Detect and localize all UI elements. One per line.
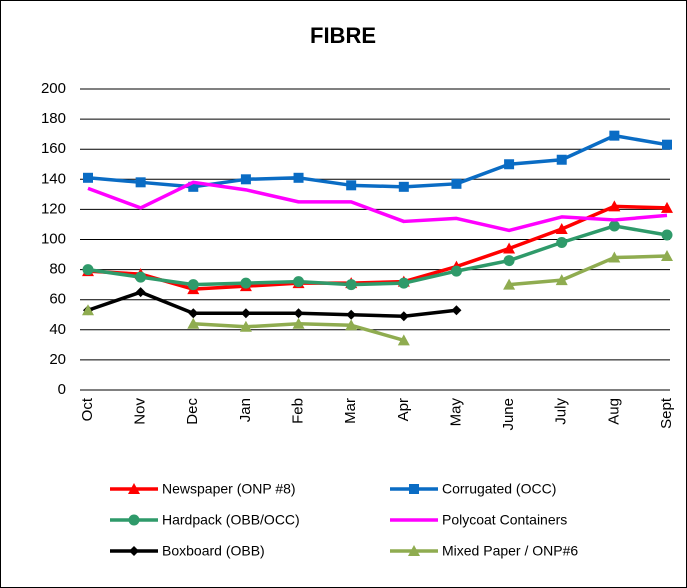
point-marker [398, 181, 409, 192]
point-marker [451, 305, 462, 316]
point-marker [608, 220, 620, 232]
legend-label: Corrugated (OCC) [442, 481, 556, 497]
point-marker [293, 308, 304, 319]
legend-marker [128, 483, 140, 494]
point-marker [239, 320, 252, 332]
point-marker [609, 130, 620, 141]
point-marker [608, 251, 621, 263]
y-tick-label: 200 [41, 80, 66, 97]
y-tick-label: 80 [49, 261, 66, 278]
point-marker [346, 309, 357, 320]
point-marker [503, 242, 516, 254]
point-marker [662, 139, 672, 150]
point-marker [503, 255, 515, 267]
point-marker [503, 278, 516, 290]
point-marker [346, 180, 357, 191]
y-tick-label: 100 [41, 230, 66, 247]
x-tick-label: June [500, 398, 517, 431]
legend-label: Mixed Paper / ONP#6 [442, 543, 578, 559]
y-tick-label: 60 [49, 291, 66, 308]
x-tick-label: Aug [605, 398, 622, 425]
y-tick-label: 120 [41, 200, 66, 217]
point-marker [292, 317, 305, 329]
legend-label: Polycoat Containers [442, 512, 567, 528]
series-line [87, 180, 668, 233]
series-line [87, 290, 457, 319]
point-marker [345, 319, 358, 331]
point-marker [82, 264, 94, 276]
legend-marker [129, 546, 139, 556]
point-marker [187, 317, 200, 329]
point-marker [556, 237, 568, 249]
point-marker [187, 279, 199, 291]
point-marker [661, 229, 673, 241]
x-tick-label: July [553, 398, 570, 425]
point-marker [450, 265, 462, 277]
point-marker [451, 178, 462, 189]
point-marker [83, 172, 93, 183]
point-marker [240, 174, 251, 185]
point-marker [82, 304, 94, 316]
x-tick-label: Dec [184, 398, 201, 425]
x-tick-label: Sept [658, 397, 675, 429]
legend-label: Newspaper (ONP #8) [162, 481, 296, 497]
point-marker [293, 172, 304, 183]
x-tick-label: May [447, 398, 464, 427]
x-tick-label: Oct [79, 397, 96, 421]
point-marker [398, 277, 410, 289]
point-marker [240, 277, 252, 289]
point-marker [345, 279, 357, 291]
point-marker [293, 276, 305, 288]
legend-marker [409, 484, 419, 494]
point-marker [188, 181, 199, 192]
legend-label: Hardpack (OBB/OCC) [162, 512, 300, 528]
point-marker [661, 201, 673, 213]
point-marker [608, 200, 621, 212]
x-tick-label: Apr [395, 398, 412, 421]
y-tick-label: 40 [49, 321, 66, 338]
point-marker [555, 274, 568, 286]
x-tick-label: Feb [290, 398, 307, 424]
legend-marker [128, 514, 140, 526]
y-tick-label: 180 [41, 110, 66, 127]
series-line [87, 224, 668, 287]
point-marker [397, 334, 410, 346]
x-tick-label: Nov [132, 398, 149, 425]
point-marker [135, 271, 147, 283]
point-marker [188, 308, 199, 319]
point-marker [135, 177, 146, 188]
chart-title: FIBRE [310, 23, 376, 48]
point-marker [661, 250, 673, 262]
point-marker [135, 287, 146, 298]
legend-label: Boxboard (OBB) [162, 543, 265, 559]
x-tick-label: Mar [342, 398, 359, 424]
point-marker [504, 159, 515, 170]
point-marker [556, 154, 567, 165]
point-marker [555, 222, 568, 234]
y-tick-label: 0 [58, 381, 66, 398]
legend-marker [408, 545, 420, 556]
x-tick-label: Jan [237, 398, 254, 422]
point-marker [240, 308, 251, 319]
point-marker [398, 311, 409, 322]
y-tick-label: 140 [41, 170, 66, 187]
y-tick-label: 160 [41, 140, 66, 157]
y-tick-label: 20 [49, 351, 66, 368]
